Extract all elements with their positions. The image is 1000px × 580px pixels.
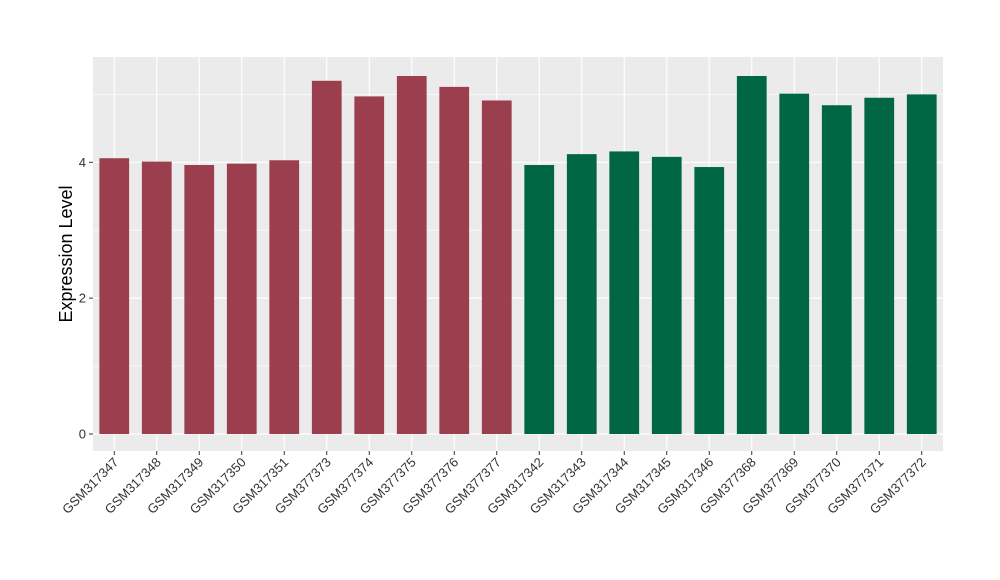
y-tick-label: 2 xyxy=(79,291,86,306)
bar-GSM317350 xyxy=(226,163,257,435)
bar-GSM317351 xyxy=(269,160,300,435)
x-axis: GSM317347GSM317348GSM317349GSM317350GSM3… xyxy=(59,451,929,517)
bar-GSM377371 xyxy=(864,97,895,435)
bar-GSM377372 xyxy=(906,94,937,435)
bar-GSM317348 xyxy=(141,161,172,435)
bar-GSM317342 xyxy=(524,165,555,435)
bar-GSM377377 xyxy=(481,100,512,435)
bar-GSM377376 xyxy=(439,86,470,435)
bar-GSM377369 xyxy=(779,93,810,435)
bar-GSM317349 xyxy=(184,165,215,435)
y-axis: 0 2 4 xyxy=(79,155,93,442)
bar-GSM317346 xyxy=(694,167,725,435)
bar-GSM377370 xyxy=(821,105,852,435)
plot-panel xyxy=(93,57,943,451)
bar-GSM377368 xyxy=(736,76,767,435)
bar-GSM377374 xyxy=(354,96,385,435)
bar-GSM377373 xyxy=(311,80,342,435)
bar-GSM317347 xyxy=(99,158,130,435)
bar-GSM317344 xyxy=(609,151,640,435)
y-tick-label: 0 xyxy=(79,427,86,442)
bar-GSM377375 xyxy=(396,76,427,435)
y-tick-label: 4 xyxy=(79,155,86,170)
bar-GSM317345 xyxy=(651,156,682,435)
bar-GSM317343 xyxy=(566,154,597,435)
bars xyxy=(99,76,937,435)
y-axis-label: Expression Level xyxy=(56,185,76,322)
